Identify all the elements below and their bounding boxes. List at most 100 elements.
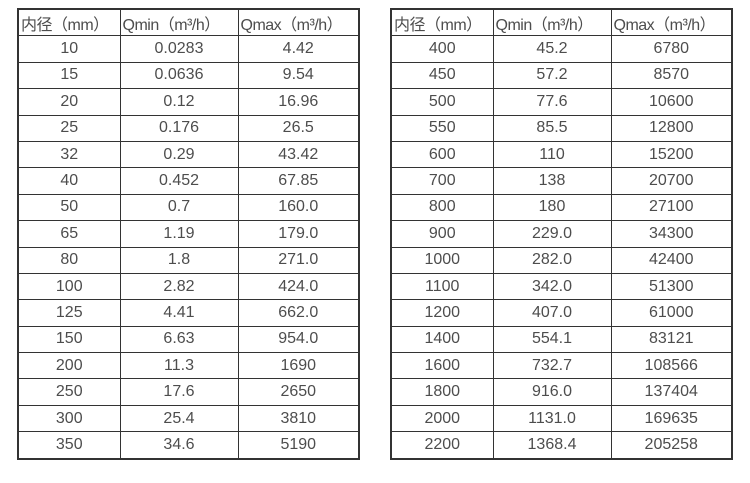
header-row: 内径（mm） Qmin（m³/h） Qmax（m³/h） — [390, 8, 733, 37]
table-row: 250 17.6 2650 — [17, 378, 360, 406]
table-cell: 50 — [17, 193, 121, 222]
column-header: 内径（mm） — [390, 8, 494, 37]
column-header: Qmax（m³/h） — [610, 8, 733, 37]
table-cell: 67.85 — [237, 167, 360, 195]
table-cell: 179.0 — [237, 220, 360, 248]
table-cell: 350 — [17, 431, 121, 460]
table-cell: 2200 — [390, 431, 494, 460]
table-cell: 1800 — [390, 378, 494, 406]
table-row: 15 0.0636 9.54 — [17, 61, 360, 90]
table-row: 65 1.19 179.0 — [17, 220, 360, 248]
table-row: 40 0.452 67.85 — [17, 167, 360, 195]
table-row: 50 0.7 160.0 — [17, 193, 360, 222]
table-cell: 1100 — [390, 272, 494, 301]
flow-table-large-diameters: 内径（mm） Qmin（m³/h） Qmax（m³/h） 400 45.2 6780 450… — [390, 8, 733, 460]
table-cell: 3810 — [237, 404, 360, 433]
table-cell: 150 — [17, 325, 121, 354]
table-cell: 16.96 — [237, 88, 360, 116]
table-row: 2000 1131.0 169635 — [390, 404, 733, 433]
table-cell: 0.29 — [119, 140, 239, 169]
table-row: 10 0.0283 4.42 — [17, 35, 360, 63]
table-cell: 1200 — [390, 299, 494, 327]
table-cell: 57.2 — [492, 61, 612, 90]
table-cell: 20700 — [610, 167, 733, 195]
table-cell: 662.0 — [237, 299, 360, 327]
table-cell: 271.0 — [237, 246, 360, 274]
table-cell: 61000 — [610, 299, 733, 327]
table-cell: 180 — [492, 193, 612, 222]
table-cell: 11.3 — [119, 352, 239, 380]
table-row: 125 4.41 662.0 — [17, 299, 360, 327]
table-cell: 2000 — [390, 404, 494, 433]
table-row: 100 2.82 424.0 — [17, 272, 360, 301]
table-cell: 900 — [390, 220, 494, 248]
column-header: Qmax（m³/h） — [237, 8, 360, 37]
column-header: Qmin（m³/h） — [492, 8, 612, 37]
table-cell: 700 — [390, 167, 494, 195]
table-cell: 229.0 — [492, 220, 612, 248]
table-cell: 85.5 — [492, 114, 612, 142]
table-cell: 2.82 — [119, 272, 239, 301]
table-cell: 110 — [492, 140, 612, 169]
table-cell: 600 — [390, 140, 494, 169]
table-cell: 342.0 — [492, 272, 612, 301]
table-cell: 500 — [390, 88, 494, 116]
table-cell: 6.63 — [119, 325, 239, 354]
table-row: 500 77.6 10600 — [390, 88, 733, 116]
table-cell: 17.6 — [119, 378, 239, 406]
table-cell: 407.0 — [492, 299, 612, 327]
table-cell: 40 — [17, 167, 121, 195]
table-cell: 282.0 — [492, 246, 612, 274]
table-cell: 1.8 — [119, 246, 239, 274]
table-row: 1600 732.7 108566 — [390, 352, 733, 380]
table-row: 20 0.12 16.96 — [17, 88, 360, 116]
table-row: 1100 342.0 51300 — [390, 272, 733, 301]
table-cell: 42400 — [610, 246, 733, 274]
table-cell: 0.176 — [119, 114, 239, 142]
table-row: 550 85.5 12800 — [390, 114, 733, 142]
table-cell: 27100 — [610, 193, 733, 222]
table-cell: 80 — [17, 246, 121, 274]
table-row: 700 138 20700 — [390, 167, 733, 195]
table-cell: 400 — [390, 35, 494, 63]
column-header: Qmin（m³/h） — [119, 8, 239, 37]
table-cell: 0.7 — [119, 193, 239, 222]
table-cell: 65 — [17, 220, 121, 248]
table-row: 800 180 27100 — [390, 193, 733, 222]
table-cell: 1000 — [390, 246, 494, 274]
table-cell: 77.6 — [492, 88, 612, 116]
table-cell: 0.452 — [119, 167, 239, 195]
table-cell: 1400 — [390, 325, 494, 354]
table-cell: 9.54 — [237, 61, 360, 90]
flow-table-small-diameters: 内径（mm） Qmin（m³/h） Qmax（m³/h） 10 0.0283 4.42 15… — [17, 8, 360, 460]
table-cell: 0.0283 — [119, 35, 239, 63]
table-cell: 160.0 — [237, 193, 360, 222]
table-cell: 8570 — [610, 61, 733, 90]
table-row: 150 6.63 954.0 — [17, 325, 360, 354]
table-cell: 15200 — [610, 140, 733, 169]
table-row: 80 1.8 271.0 — [17, 246, 360, 274]
table-cell: 32 — [17, 140, 121, 169]
table-row: 350 34.6 5190 — [17, 431, 360, 460]
table-cell: 1600 — [390, 352, 494, 380]
table-cell: 43.42 — [237, 140, 360, 169]
table-cell: 1131.0 — [492, 404, 612, 433]
table-cell: 954.0 — [237, 325, 360, 354]
table-cell: 4.42 — [237, 35, 360, 63]
table-cell: 550 — [390, 114, 494, 142]
table-cell: 169635 — [610, 404, 733, 433]
table-cell: 12800 — [610, 114, 733, 142]
table-row: 32 0.29 43.42 — [17, 140, 360, 169]
table-row: 1200 407.0 61000 — [390, 299, 733, 327]
table-cell: 125 — [17, 299, 121, 327]
table-cell: 34.6 — [119, 431, 239, 460]
table-cell: 26.5 — [237, 114, 360, 142]
table-cell: 138 — [492, 167, 612, 195]
table-cell: 2650 — [237, 378, 360, 406]
table-cell: 5190 — [237, 431, 360, 460]
table-cell: 25 — [17, 114, 121, 142]
table-cell: 20 — [17, 88, 121, 116]
table-row: 600 110 15200 — [390, 140, 733, 169]
table-row: 900 229.0 34300 — [390, 220, 733, 248]
